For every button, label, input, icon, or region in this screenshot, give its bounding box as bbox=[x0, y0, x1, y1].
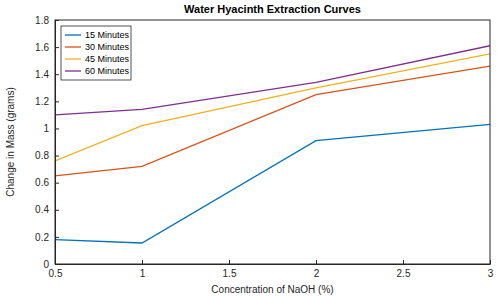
plot-background bbox=[55, 20, 490, 264]
tick-label: 0.5 bbox=[49, 268, 63, 279]
tick-label: 0.6 bbox=[35, 177, 49, 188]
tick: 2 bbox=[314, 260, 320, 279]
tick-label: 1.4 bbox=[35, 69, 49, 80]
legend: 15 Minutes 30 Minutes 45 Minutes 60 Minutes bbox=[61, 26, 131, 80]
tick-label: 1 bbox=[43, 123, 49, 134]
tick-label: 3 bbox=[488, 268, 494, 279]
tick-mark bbox=[55, 74, 59, 75]
tick-label: 1.6 bbox=[35, 42, 49, 53]
tick-label: 1.8 bbox=[35, 15, 49, 26]
tick: 3 bbox=[488, 260, 494, 279]
tick-label: 0.2 bbox=[35, 232, 49, 243]
legend-box bbox=[61, 26, 131, 80]
legend-swatch bbox=[65, 58, 81, 59]
tick-label: 1 bbox=[140, 268, 146, 279]
tick-label: 0.8 bbox=[35, 150, 49, 161]
tick-label: 1.2 bbox=[35, 96, 49, 107]
tick-label: 0.4 bbox=[35, 204, 49, 215]
tick: 1 bbox=[43, 123, 59, 134]
tick: 1 bbox=[140, 260, 146, 279]
series-group bbox=[55, 46, 490, 243]
legend-label: 60 Minutes bbox=[85, 66, 130, 76]
tick-mark bbox=[229, 260, 230, 264]
tick: 1.5 bbox=[223, 260, 237, 279]
y-axis-title: Change in Mass (grams) bbox=[5, 87, 16, 196]
tick-mark bbox=[142, 260, 143, 264]
x-axis-title: Concentration of NaOH (%) bbox=[211, 284, 333, 295]
tick-mark bbox=[55, 156, 59, 157]
tick-label: 0 bbox=[43, 259, 49, 270]
chart-title: Water Hyacinth Extraction Curves bbox=[184, 3, 361, 15]
tick-mark bbox=[316, 260, 317, 264]
tick-label: 2.5 bbox=[397, 268, 411, 279]
tick-mark bbox=[55, 210, 59, 211]
tick-mark bbox=[55, 128, 59, 129]
legend-label: 30 Minutes bbox=[85, 42, 130, 52]
tick-label: 1.5 bbox=[223, 268, 237, 279]
plot-area: 0.5 1 1.5 2 2.5 3 0 0.2 0.4 0.6 0.8 1 1.2 1.4 1.6 1.8 15… bbox=[35, 15, 494, 279]
tick: 2.5 bbox=[397, 260, 411, 279]
tick-mark bbox=[403, 260, 404, 264]
legend-swatch bbox=[65, 70, 81, 71]
legend-label: 45 Minutes bbox=[85, 54, 130, 64]
tick-label: 2 bbox=[314, 268, 320, 279]
legend-swatch bbox=[65, 46, 81, 47]
plot-frame bbox=[55, 20, 490, 264]
series-line bbox=[55, 66, 490, 176]
series-line bbox=[55, 54, 490, 161]
legend-swatch bbox=[65, 34, 81, 35]
tick-mark bbox=[55, 101, 59, 102]
legend-label: 15 Minutes bbox=[85, 30, 130, 40]
x-axis: 0.5 1 1.5 2 2.5 3 bbox=[49, 260, 494, 279]
tick-mark bbox=[55, 183, 59, 184]
tick-mark bbox=[55, 47, 59, 48]
series-line bbox=[55, 124, 490, 243]
tick-mark bbox=[55, 237, 59, 238]
chart: 0.5 1 1.5 2 2.5 3 0 0.2 0.4 0.6 0.8 1 1.2 1.4 1.6 1.8 15… bbox=[0, 0, 500, 297]
